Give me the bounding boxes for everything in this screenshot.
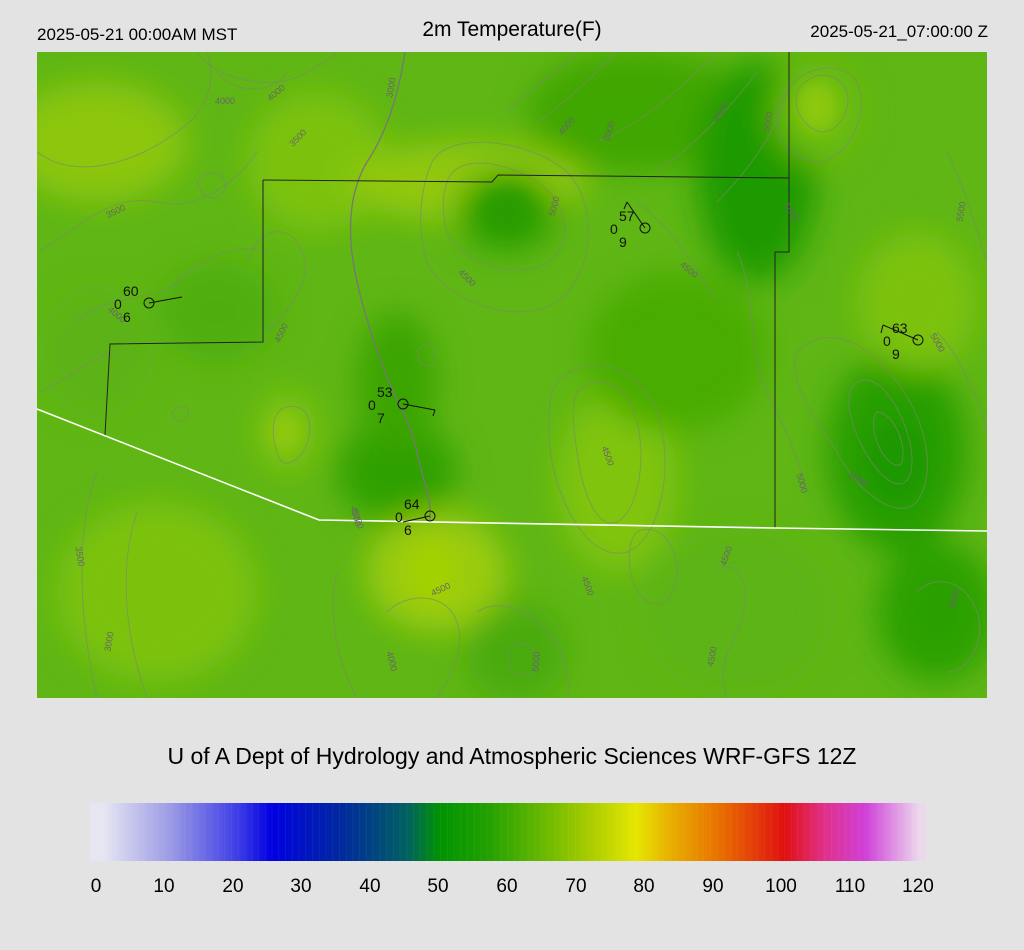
station-bottom-value: 9 xyxy=(619,234,627,250)
station-bottom-value: 6 xyxy=(404,522,412,538)
contour-label: 5000 xyxy=(761,111,774,132)
wind-barb xyxy=(882,324,919,341)
contour-label: 3000 xyxy=(102,631,115,652)
colorbar-tick-label: 60 xyxy=(496,876,518,897)
station-temperature: 60 xyxy=(123,283,139,299)
colorbar-tick-label: 90 xyxy=(702,876,724,897)
colorbar-tick-label: 120 xyxy=(902,876,934,897)
colorbar-tick-label: 50 xyxy=(427,876,449,897)
state-border xyxy=(37,408,987,532)
colorbar-ticks: 0 10 20 30 40 50 60 70 80 90 100 110 120 xyxy=(90,876,934,900)
station-left-value: 0 xyxy=(368,397,376,413)
colorbar-tick-label: 110 xyxy=(834,876,866,897)
contour-label: 4000 xyxy=(215,96,235,106)
station-left-value: 0 xyxy=(610,221,618,237)
elevation-contours xyxy=(37,52,987,698)
station-left-value: 0 xyxy=(395,509,403,525)
contour-label: 5500 xyxy=(954,201,967,222)
river xyxy=(349,52,431,523)
station-left-value: 0 xyxy=(114,296,122,312)
contour-label: 3500 xyxy=(73,546,86,567)
credit-line: U of A Dept of Hydrology and Atmospheric… xyxy=(167,743,857,769)
colorbar-tick-label: 80 xyxy=(633,876,655,897)
wind-barb-flag xyxy=(880,324,884,334)
wind-barb xyxy=(148,296,183,304)
wind-barb-flag xyxy=(623,201,628,210)
station-bottom-value: 9 xyxy=(892,346,900,362)
station-temperature: 57 xyxy=(619,208,635,224)
station-circle-icon xyxy=(397,398,409,410)
station-temperature: 64 xyxy=(404,496,420,512)
colorbar xyxy=(90,803,926,861)
colorbar-tick-label: 70 xyxy=(565,876,587,897)
station-temperature: 63 xyxy=(892,320,908,336)
station-bottom-value: 6 xyxy=(123,309,131,325)
temperature-map[interactable]: 4000 3000 4000 3500 4000 4500 5000 3500 5000 5000… xyxy=(37,52,987,698)
colorbar-tick-label: 0 xyxy=(90,876,102,897)
station-left-value: 0 xyxy=(883,333,891,349)
colorbar-tick-label: 30 xyxy=(290,876,312,897)
contour-label: 3000 xyxy=(384,77,397,98)
station-circle-icon xyxy=(424,510,436,522)
valid-time-utc: 2025-05-21_07:00:00 Z xyxy=(810,22,988,41)
colorbar-gradient xyxy=(90,803,926,861)
station-temperature: 53 xyxy=(377,384,393,400)
contour-label: 5000 xyxy=(530,651,542,672)
colorbar-tick-label: 100 xyxy=(765,876,797,897)
map-title: 2m Temperature(F) xyxy=(422,18,602,41)
colorbar-tick-label: 40 xyxy=(359,876,381,897)
valid-time-local: 2025-05-21 00:00AM MST xyxy=(37,25,238,44)
station-circle-icon xyxy=(912,334,924,346)
station-circle-icon xyxy=(143,297,155,309)
station-bottom-value: 7 xyxy=(377,410,385,426)
colorbar-tick-label: 10 xyxy=(153,876,175,897)
colorbar-tick-label: 20 xyxy=(222,876,244,897)
contour-label: 4500 xyxy=(705,646,718,667)
wind-barb-flag xyxy=(432,409,436,417)
station-circle-icon xyxy=(639,222,651,234)
county-boundaries xyxy=(104,52,790,528)
